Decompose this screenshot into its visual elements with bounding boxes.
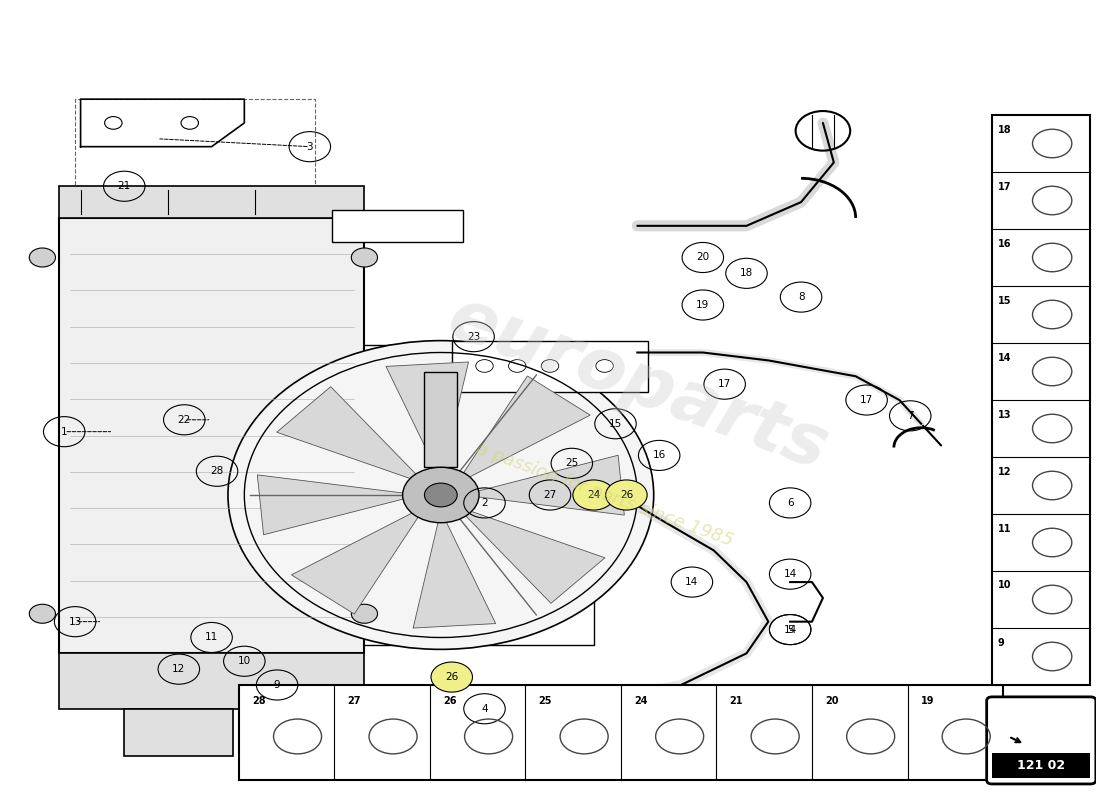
Circle shape bbox=[30, 248, 55, 267]
Text: 12: 12 bbox=[173, 664, 186, 674]
Text: 121 02: 121 02 bbox=[1018, 759, 1065, 772]
Text: 23: 23 bbox=[468, 332, 481, 342]
Bar bbox=[992, 115, 1090, 685]
Text: 19: 19 bbox=[921, 696, 934, 706]
Text: 18: 18 bbox=[740, 268, 754, 278]
Text: 24: 24 bbox=[587, 490, 601, 500]
Text: 17: 17 bbox=[718, 379, 732, 389]
Text: 16: 16 bbox=[652, 450, 666, 461]
Text: 27: 27 bbox=[348, 696, 361, 706]
Polygon shape bbox=[292, 506, 426, 614]
Text: 28: 28 bbox=[252, 696, 265, 706]
Bar bbox=[425, 372, 458, 467]
Bar bbox=[58, 186, 364, 218]
Text: 2: 2 bbox=[481, 498, 487, 508]
Circle shape bbox=[403, 467, 478, 522]
Polygon shape bbox=[277, 386, 426, 484]
Circle shape bbox=[351, 604, 377, 623]
Bar bbox=[58, 654, 364, 709]
Text: 25: 25 bbox=[539, 696, 552, 706]
Bar bbox=[288, 345, 594, 646]
Circle shape bbox=[573, 480, 615, 510]
Polygon shape bbox=[386, 362, 469, 479]
Text: 9: 9 bbox=[998, 638, 1004, 647]
Text: 18: 18 bbox=[998, 125, 1011, 134]
Text: 26: 26 bbox=[443, 696, 456, 706]
Circle shape bbox=[606, 480, 647, 510]
Text: 3: 3 bbox=[307, 142, 314, 152]
Text: 14: 14 bbox=[783, 625, 796, 634]
Bar bbox=[992, 753, 1090, 778]
Polygon shape bbox=[463, 455, 625, 515]
Circle shape bbox=[228, 341, 653, 650]
Text: 11: 11 bbox=[998, 523, 1011, 534]
Text: 27: 27 bbox=[543, 490, 557, 500]
Text: 21: 21 bbox=[729, 696, 744, 706]
Text: 8: 8 bbox=[798, 292, 804, 302]
Circle shape bbox=[431, 662, 473, 692]
Bar bbox=[75, 99, 316, 297]
Text: 10: 10 bbox=[998, 581, 1011, 590]
Text: 4: 4 bbox=[481, 704, 487, 714]
Text: a passion for parts since 1985: a passion for parts since 1985 bbox=[474, 440, 736, 550]
Text: 26: 26 bbox=[619, 490, 632, 500]
Text: 17: 17 bbox=[860, 395, 873, 405]
Text: 25: 25 bbox=[565, 458, 579, 468]
Bar bbox=[124, 709, 233, 756]
Text: 15: 15 bbox=[609, 418, 623, 429]
Text: europarts: europarts bbox=[438, 283, 837, 485]
Polygon shape bbox=[456, 376, 591, 484]
Bar bbox=[452, 341, 648, 392]
Polygon shape bbox=[257, 475, 419, 534]
Polygon shape bbox=[456, 506, 605, 603]
Text: 28: 28 bbox=[210, 466, 223, 476]
Bar bbox=[239, 685, 1003, 780]
Circle shape bbox=[351, 248, 377, 267]
Circle shape bbox=[30, 604, 55, 623]
Text: 13: 13 bbox=[998, 410, 1011, 419]
Text: 14: 14 bbox=[998, 353, 1011, 362]
Circle shape bbox=[425, 483, 458, 507]
Text: 5: 5 bbox=[786, 625, 793, 634]
Text: 15: 15 bbox=[998, 295, 1011, 306]
Text: 17: 17 bbox=[998, 182, 1011, 191]
Text: 10: 10 bbox=[238, 656, 251, 666]
Text: 6: 6 bbox=[786, 498, 793, 508]
FancyBboxPatch shape bbox=[987, 697, 1096, 784]
FancyArrowPatch shape bbox=[1011, 738, 1021, 742]
Text: 22: 22 bbox=[178, 414, 191, 425]
Text: 14: 14 bbox=[783, 569, 796, 579]
Text: 20: 20 bbox=[825, 696, 838, 706]
FancyBboxPatch shape bbox=[58, 218, 364, 654]
Text: 13: 13 bbox=[68, 617, 81, 626]
Text: 21: 21 bbox=[118, 182, 131, 191]
Text: 24: 24 bbox=[634, 696, 648, 706]
Text: 12: 12 bbox=[998, 466, 1011, 477]
Text: 1: 1 bbox=[60, 426, 67, 437]
Text: 11: 11 bbox=[205, 633, 218, 642]
Polygon shape bbox=[414, 511, 496, 628]
FancyArrowPatch shape bbox=[923, 426, 942, 446]
Text: 16: 16 bbox=[998, 238, 1011, 249]
Text: 20: 20 bbox=[696, 253, 710, 262]
Text: 9: 9 bbox=[274, 680, 280, 690]
Text: 7: 7 bbox=[906, 411, 914, 421]
Text: 26: 26 bbox=[446, 672, 459, 682]
Bar bbox=[332, 210, 463, 242]
Text: 14: 14 bbox=[685, 577, 698, 587]
Text: 19: 19 bbox=[696, 300, 710, 310]
